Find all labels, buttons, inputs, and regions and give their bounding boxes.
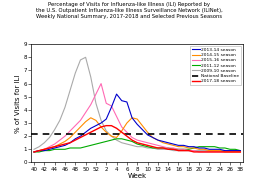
Y-axis label: % of Visits for ILI: % of Visits for ILI	[15, 74, 21, 133]
X-axis label: Week: Week	[128, 173, 147, 179]
Text: Percentage of Visits for Influenza-like Illness (ILI) Reported by
the U.S. Outpa: Percentage of Visits for Influenza-like …	[36, 2, 223, 19]
Legend: 2013-14 season, 2014-15 season, 2015-16 season, 2011-12 season, 2009-10 season, : 2013-14 season, 2014-15 season, 2015-16 …	[190, 46, 241, 85]
